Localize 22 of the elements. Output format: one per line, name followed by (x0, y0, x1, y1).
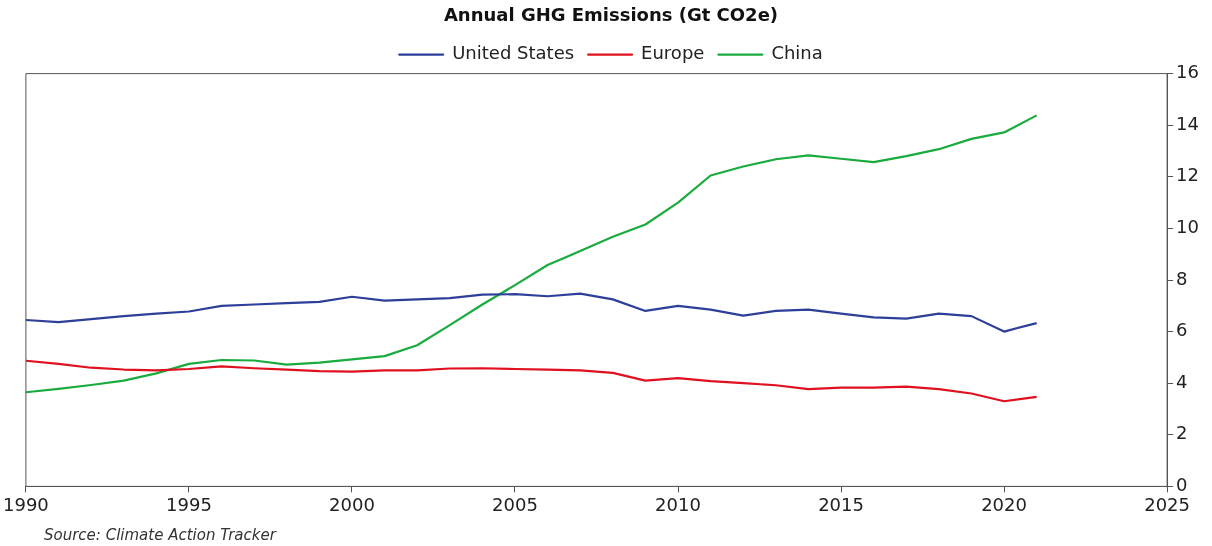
x-tick-label: 2000 (329, 493, 375, 515)
source-note: Source: Climate Action Tracker (44, 526, 276, 544)
y-tick-label: 2 (1176, 422, 1188, 444)
x-tick-label: 2005 (492, 493, 538, 515)
y-tick-label: 6 (1176, 319, 1188, 341)
y-tick-label: 14 (1176, 112, 1199, 134)
legend-label: United States (452, 42, 575, 64)
x-tick-label: 1995 (166, 493, 212, 515)
y-tick-label: 8 (1176, 267, 1188, 289)
legend-label: China (771, 42, 823, 64)
y-tick-label: 4 (1176, 370, 1188, 392)
x-tick-label: 1990 (3, 493, 49, 515)
x-tick-label: 2010 (655, 493, 701, 515)
y-tick-label: 12 (1176, 164, 1199, 186)
x-tick-label: 2025 (1144, 493, 1190, 515)
x-tick-label: 2015 (818, 493, 864, 515)
y-tick-label: 0 (1176, 474, 1188, 496)
chart-title: Annual GHG Emissions (Gt CO2e) (443, 4, 779, 26)
y-tick-label: 16 (1176, 61, 1199, 83)
x-tick-label: 2020 (981, 493, 1027, 515)
legend-label: Europe (641, 42, 705, 64)
y-tick-label: 10 (1176, 216, 1199, 238)
